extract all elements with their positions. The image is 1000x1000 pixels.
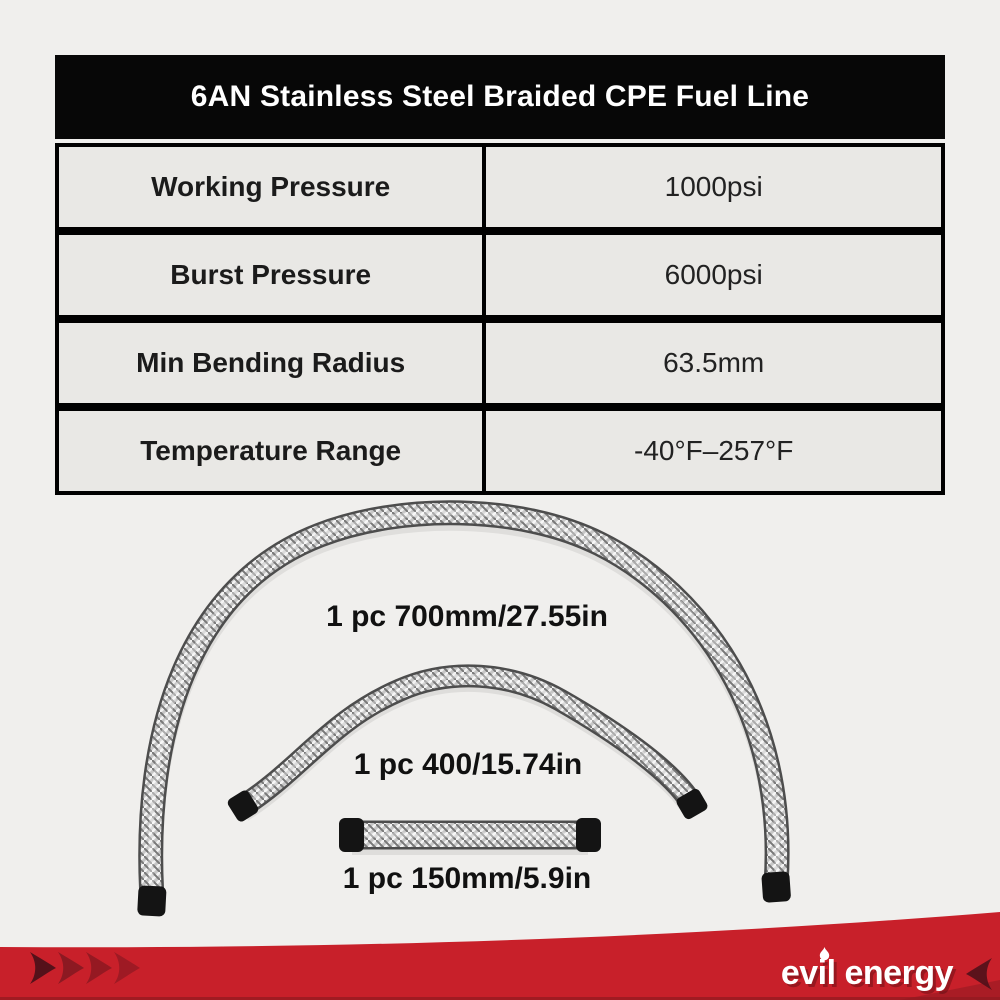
arrow-decoration-left (30, 952, 140, 984)
spec-table-rows: Working Pressure 1000psi Burst Pressure … (55, 143, 945, 495)
spec-table: 6AN Stainless Steel Braided CPE Fuel Lin… (55, 55, 945, 495)
spec-label: Temperature Range (59, 411, 487, 491)
hose-700mm (137, 500, 791, 917)
brand-logo: evil energy (780, 947, 954, 992)
hose-end-cap (761, 871, 791, 903)
spec-value: -40°F–257°F (634, 435, 794, 466)
arrow-decoration-right (966, 958, 992, 990)
brand-logo-text: evil energy (780, 954, 954, 992)
spec-label: Min Bending Radius (59, 323, 487, 403)
hose-end-cap (676, 788, 708, 820)
spec-table-title: 6AN Stainless Steel Braided CPE Fuel Lin… (55, 55, 945, 139)
spec-value: 6000psi (664, 259, 763, 290)
hose-end-cap (137, 885, 167, 917)
table-row: Burst Pressure 6000psi (55, 231, 945, 319)
footer-banner: evil energy (0, 900, 1000, 1000)
hose-150mm (339, 818, 601, 852)
hose-end-cap (339, 818, 364, 852)
flame-icon (819, 947, 830, 961)
spec-label: Working Pressure (59, 147, 487, 227)
hose-end-cap (227, 790, 259, 822)
spec-value: 63.5mm (663, 347, 765, 378)
hose-end-cap (576, 818, 601, 852)
spec-label: Burst Pressure (59, 235, 487, 315)
table-row: Working Pressure 1000psi (55, 143, 945, 231)
hose-length-label: 1 pc 150mm/5.9in (342, 862, 592, 895)
footer-banner-graphic (0, 912, 1000, 1000)
hose-length-label: 1 pc 700mm/27.55in (326, 600, 608, 633)
table-row: Temperature Range -40°F–257°F (55, 407, 945, 495)
hose-length-label: 1 pc 400/15.74in (353, 748, 583, 781)
hose-400mm (227, 664, 708, 822)
table-row: Min Bending Radius 63.5mm (55, 319, 945, 407)
red-swoosh (0, 912, 1000, 1000)
spec-value: 1000psi (664, 171, 763, 202)
